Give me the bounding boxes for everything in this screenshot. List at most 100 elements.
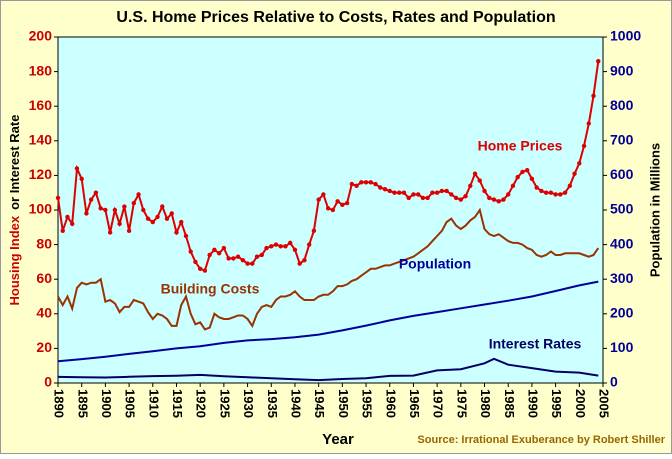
point <box>145 216 151 221</box>
point <box>150 219 155 225</box>
point <box>160 204 165 209</box>
series-line <box>57 207 600 331</box>
point <box>449 192 454 197</box>
point <box>98 206 103 211</box>
point <box>292 247 298 252</box>
x-tick-label: 1975 <box>454 389 469 418</box>
point <box>302 257 307 263</box>
y-label-part: Housing Index <box>7 215 22 305</box>
source-note: Source: Irrational Exuberance by Robert … <box>417 434 665 446</box>
point <box>496 199 501 204</box>
point <box>392 190 397 195</box>
point <box>311 228 317 233</box>
point <box>501 197 506 202</box>
point <box>216 251 222 256</box>
y-tick-label: 20 <box>36 339 52 355</box>
point <box>463 193 468 199</box>
chart-title: U.S. Home Prices Relative to Costs, Rate… <box>116 9 555 26</box>
y2-tick-label: 900 <box>610 62 634 78</box>
point <box>197 266 203 272</box>
y-axis-label: Housing Index or Interest Rate <box>7 115 22 306</box>
x-tick-label: 1930 <box>241 389 256 418</box>
point <box>524 168 530 173</box>
point <box>425 195 430 201</box>
point <box>548 190 554 195</box>
y-tick-label: 60 <box>36 270 52 286</box>
x-tick-label: 1920 <box>194 389 209 418</box>
x-tick-label: 1950 <box>336 389 351 418</box>
point <box>179 219 184 225</box>
point <box>591 93 596 99</box>
point <box>354 183 359 188</box>
point <box>269 244 274 249</box>
x-tick-label: 1895 <box>75 389 90 418</box>
point <box>231 256 236 261</box>
point <box>558 192 563 197</box>
point <box>430 190 435 195</box>
point <box>359 180 364 185</box>
y2-tick-label: 0 <box>610 374 618 390</box>
point <box>126 228 132 233</box>
point <box>506 192 511 197</box>
point <box>60 228 65 233</box>
y-tick-label: 120 <box>29 166 53 182</box>
point <box>515 174 520 180</box>
point <box>529 176 535 182</box>
y2-tick-label: 100 <box>610 339 634 355</box>
point <box>245 261 250 266</box>
x-tick-label: 1945 <box>312 389 327 418</box>
point <box>288 240 293 246</box>
x-tick-label: 1995 <box>549 389 564 418</box>
point <box>122 204 127 209</box>
point <box>164 216 170 221</box>
point <box>363 180 369 185</box>
point <box>55 195 61 201</box>
y2-tick-label: 700 <box>610 132 634 148</box>
point <box>202 268 208 273</box>
point <box>382 187 388 192</box>
point <box>340 202 345 208</box>
point <box>131 200 137 206</box>
point <box>283 244 288 249</box>
point <box>221 245 227 251</box>
y-tick-label: 160 <box>29 97 53 113</box>
point <box>65 214 70 220</box>
point <box>264 245 269 251</box>
point <box>596 59 601 64</box>
point <box>577 161 582 166</box>
x-tick-label: 1985 <box>502 389 517 418</box>
point <box>207 252 212 258</box>
x-tick-label: 1935 <box>265 389 280 418</box>
point <box>169 211 174 216</box>
point <box>397 190 402 195</box>
y-tick-label: 0 <box>44 374 52 390</box>
x-tick-label: 1905 <box>123 389 138 418</box>
point <box>586 121 591 126</box>
point <box>321 192 326 197</box>
point <box>406 195 411 201</box>
point <box>458 197 464 202</box>
x-tick-label: 1955 <box>360 389 375 418</box>
x-tick-label: 1965 <box>407 389 422 418</box>
point <box>74 166 80 171</box>
y2-tick-label: 500 <box>610 201 634 217</box>
x-tick-label: 1990 <box>525 389 540 418</box>
x-axis-label: Year <box>322 431 354 448</box>
point <box>491 197 497 202</box>
point <box>316 197 321 202</box>
point <box>259 252 264 258</box>
x-tick-label: 1980 <box>478 389 493 418</box>
point <box>112 207 118 213</box>
x-tick-label: 1890 <box>52 389 67 418</box>
point <box>444 188 449 194</box>
y2-tick-label: 800 <box>610 97 634 113</box>
point <box>387 188 392 194</box>
point <box>453 195 459 201</box>
point <box>420 195 426 201</box>
point <box>183 233 189 239</box>
point <box>572 171 577 176</box>
point <box>306 242 312 247</box>
x-tick-label: 1915 <box>170 389 185 418</box>
point <box>84 211 89 216</box>
x-tick-label: 1925 <box>217 389 232 418</box>
